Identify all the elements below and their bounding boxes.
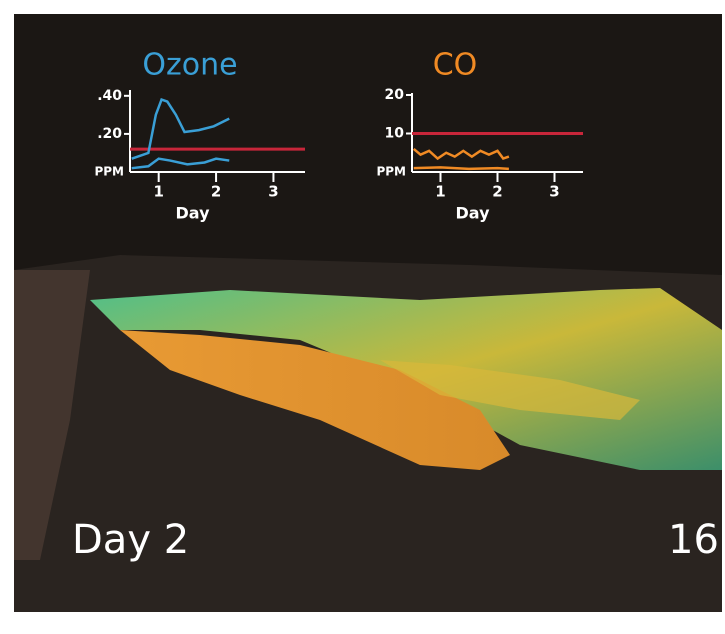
x-tick-label: 2 xyxy=(211,183,221,201)
chart-title: Ozone xyxy=(142,48,237,83)
x-tick-label: 1 xyxy=(153,183,163,201)
day-caption: Day 2 xyxy=(72,517,189,563)
y-tick-label: 20 xyxy=(385,87,405,103)
number-caption: 16 xyxy=(668,517,719,563)
scene: Day 2 16 Ozone PPM Day .20 .40 1 2 3 CO PPM Day 10 2… xyxy=(0,0,725,630)
y-tick-label: .20 xyxy=(97,126,122,142)
y-axis-label: PPM xyxy=(376,165,406,179)
x-tick-label: 3 xyxy=(549,183,559,201)
y-tick-label: 10 xyxy=(385,126,405,142)
data-line xyxy=(414,167,509,169)
x-tick-label: 1 xyxy=(435,183,445,201)
x-tick-label: 3 xyxy=(268,183,278,201)
y-tick-label: .40 xyxy=(97,88,122,104)
x-axis-label: Day xyxy=(175,204,210,223)
x-tick-label: 2 xyxy=(492,183,502,201)
y-axis-label: PPM xyxy=(94,165,124,179)
chart-title: CO xyxy=(433,48,478,83)
x-axis-label: Day xyxy=(455,204,490,223)
